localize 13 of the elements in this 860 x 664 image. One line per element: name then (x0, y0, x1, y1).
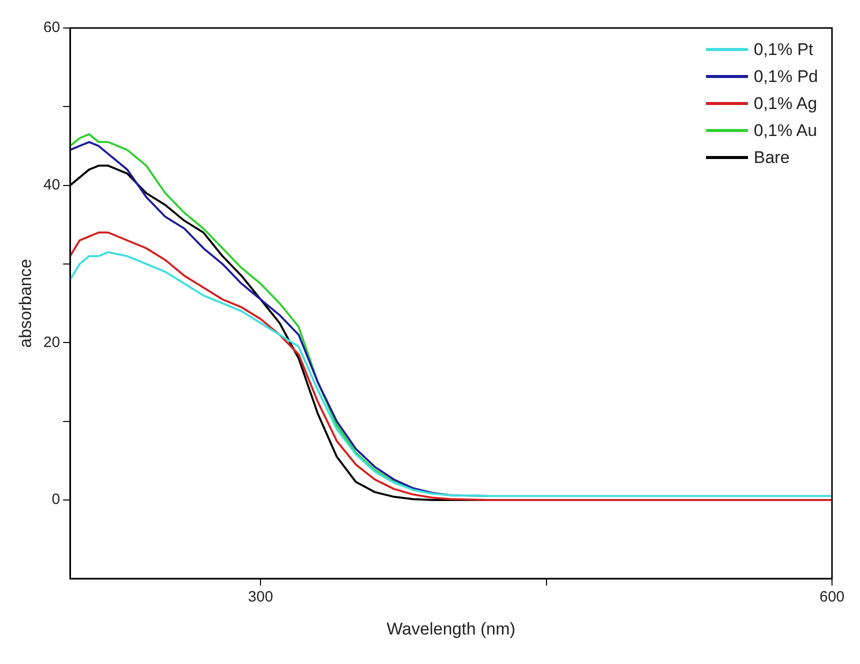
legend-label: 0,1% Au (754, 120, 818, 142)
y-tick-label: 20 (43, 334, 60, 351)
y-tick-label: 40 (43, 176, 60, 194)
legend-label: 0,1% Pt (754, 39, 814, 61)
y-axis-title: absorbance (16, 258, 35, 348)
y-tick-label: 60 (43, 19, 60, 36)
x-tick-label: 600 (819, 588, 845, 606)
legend-label: 0,1% Ag (754, 93, 818, 115)
x-tick-label: 300 (248, 588, 274, 606)
x-axis-title: Wavelength (nm) (386, 619, 516, 638)
y-tick-label: 0 (52, 491, 60, 508)
legend-label: Bare (754, 147, 790, 169)
legend-label: 0,1% Pd (754, 66, 818, 88)
